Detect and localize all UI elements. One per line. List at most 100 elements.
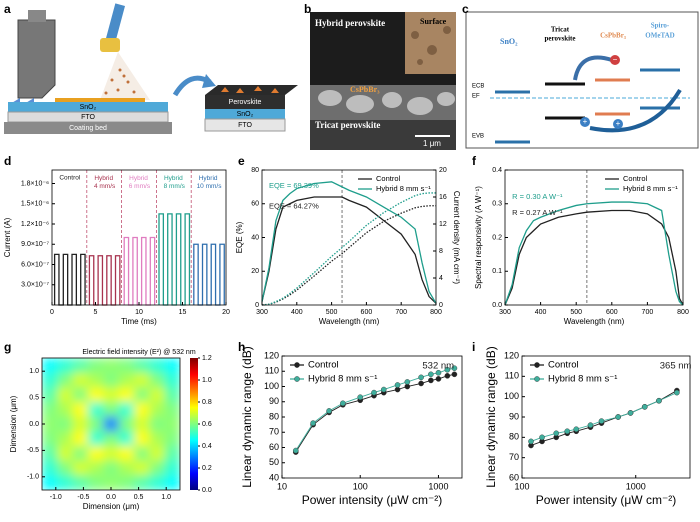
heatmap-cell	[134, 372, 150, 388]
y-tick-label: 60	[251, 201, 259, 208]
legend-label: Hybrid 10 mm/s	[197, 175, 223, 190]
annotation: R = 0.27 A W⁻¹	[512, 208, 563, 217]
legend-label: Hybrid 8 mm s⁻¹	[376, 184, 431, 193]
data-point	[394, 382, 401, 388]
heatmap-cell	[103, 358, 120, 374]
x-axis-label: Dimension (μm)	[83, 502, 140, 511]
y-tick-label: 50	[269, 457, 279, 467]
heatmap-cell	[164, 475, 180, 490]
heatmap-cell	[72, 402, 89, 418]
y-tick-label: 60	[269, 442, 279, 452]
x-tick-label: 1.0	[161, 494, 171, 501]
y-tick-label: 80	[251, 167, 259, 174]
x-axis-label: Time (ms)	[121, 317, 157, 326]
x-tick-label: 700	[642, 309, 654, 316]
data-point	[656, 397, 662, 404]
heatmap-cell	[57, 387, 74, 403]
y-tick-label: 0.1	[492, 268, 502, 275]
heatmap-cell	[164, 358, 180, 374]
y-tick-label: 0.0	[492, 302, 502, 309]
heatmap-cell	[134, 387, 150, 403]
heatmap-cell	[134, 475, 150, 490]
heatmap-cell	[164, 372, 180, 388]
heatmap-cell	[88, 460, 104, 476]
series-line	[261, 205, 436, 306]
heatmap-cell	[72, 475, 89, 490]
data-point	[371, 389, 377, 396]
heatmap-cell	[118, 446, 135, 462]
heatmap-cell	[42, 431, 58, 447]
y-tick-label: 90	[269, 396, 279, 406]
plot-frame	[51, 169, 227, 306]
x-tick-label: 800	[430, 309, 442, 316]
data-point	[451, 365, 458, 372]
x-tick-label: 15	[179, 309, 187, 316]
layer-label: Tricat	[551, 26, 570, 34]
legend-swatch	[294, 362, 300, 368]
panel-label: i	[472, 340, 475, 354]
heatmap-cell	[164, 416, 180, 432]
heatmap-cell	[164, 431, 180, 447]
y-tick-label: 9.0×10⁻⁷	[21, 241, 49, 248]
heatmap-cell	[88, 475, 104, 490]
colorbar-tick-label: 0.2	[202, 465, 212, 472]
data-point	[444, 366, 451, 373]
legend-label: Hybrid 8 mm s⁻¹	[548, 374, 617, 385]
legend-label: Control	[548, 360, 579, 371]
heatmap-cell	[88, 387, 104, 403]
legend-label: Hybrid 8 mm s⁻¹	[308, 374, 377, 385]
level-label: EVB	[472, 134, 484, 140]
data-point	[292, 447, 299, 454]
heatmap-cell	[88, 416, 104, 432]
series-line	[530, 390, 678, 446]
heatmap-cell	[88, 402, 104, 418]
y-tick-label: 0.5	[29, 394, 39, 401]
data-point	[587, 422, 594, 428]
heatmap-cell	[118, 387, 135, 403]
x-tick-label: 400	[535, 309, 547, 316]
x-axis-label: Power intensity (μW cm⁻²)	[302, 493, 443, 507]
heatmap-cell	[164, 387, 180, 403]
heatmap	[42, 358, 180, 490]
annotation: 532 nm	[422, 360, 454, 371]
heatmap-cell	[118, 475, 135, 490]
legend-swatch	[294, 376, 300, 382]
y-axis-label: Dimension (μm)	[9, 395, 18, 452]
annotation: R = 0.30 A W⁻¹	[512, 192, 563, 201]
y-tick-label: 70	[269, 427, 279, 437]
data-point	[357, 394, 364, 400]
series-line	[261, 196, 437, 304]
y-tick-label: 110	[505, 371, 519, 381]
y-tick-label: 0.0	[29, 421, 39, 428]
legend-label: Hybrid 6 mm/s	[129, 175, 151, 190]
y2-tick-label: 16	[439, 194, 447, 201]
heatmap-cell	[42, 387, 58, 403]
heatmap-cell	[57, 431, 74, 447]
heatmap-cell	[72, 416, 89, 432]
heatmap-cell	[57, 460, 74, 476]
scale-bar-label: 1 μm	[423, 139, 441, 148]
y-tick-label: 0.3	[492, 201, 502, 208]
series-line	[504, 209, 684, 306]
data-point	[451, 371, 458, 378]
data-point	[404, 379, 411, 385]
heatmap-cell	[57, 446, 74, 462]
x-tick-label: 10	[135, 309, 143, 316]
series-line	[295, 373, 455, 453]
heatmap-cell	[134, 358, 150, 374]
series-line	[123, 236, 156, 306]
panel-label: e	[238, 154, 245, 168]
heatmap-cell	[72, 431, 89, 447]
y-tick-label: 100	[504, 391, 519, 401]
heatmap-cell	[42, 475, 58, 490]
image-label: CsPbBr₃	[350, 85, 380, 94]
heatmap-cell	[149, 431, 166, 447]
heatmap-cell	[118, 402, 135, 418]
y2-tick-label: 8	[439, 248, 443, 255]
heatmap-cell	[164, 446, 180, 462]
y-tick-label: 6.0×10⁻⁷	[21, 261, 49, 268]
heatmap-cell	[42, 402, 58, 418]
x-tick-label: 300	[499, 309, 511, 316]
heatmap-cell	[57, 358, 74, 374]
